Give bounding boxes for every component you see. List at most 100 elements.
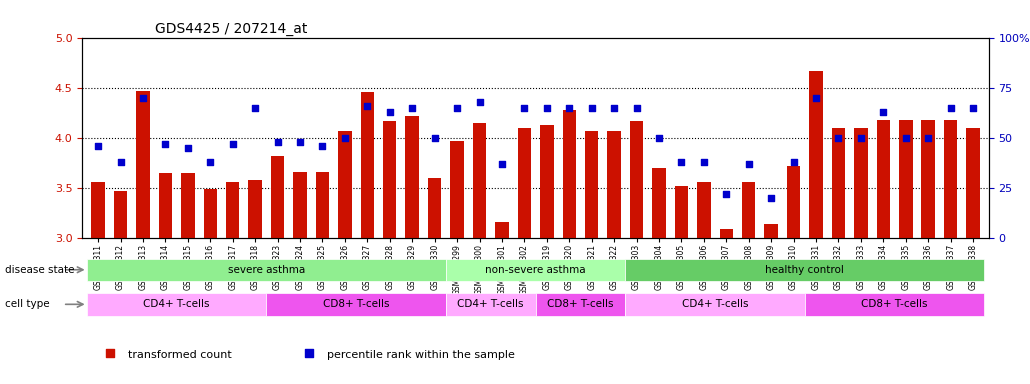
Text: CD8+ T-cells: CD8+ T-cells [322,299,389,310]
Bar [742,182,755,238]
FancyBboxPatch shape [87,293,267,316]
FancyBboxPatch shape [625,293,804,316]
Bar [427,178,442,238]
Text: CD8+ T-cells: CD8+ T-cells [861,299,928,310]
Text: severe asthma: severe asthma [228,265,305,275]
Bar [966,128,980,238]
Bar [473,123,486,238]
Point [516,105,533,111]
Text: CD4+ T-cells: CD4+ T-cells [682,299,749,310]
Point [830,135,847,141]
Bar [113,191,128,238]
Bar [92,182,105,238]
Bar [294,172,307,238]
Point [247,105,264,111]
Bar [181,173,195,238]
Bar [720,229,733,238]
Bar [608,131,621,238]
Text: transformed count: transformed count [128,350,232,360]
Point [853,135,869,141]
Bar [922,120,935,238]
Text: CD4+ T-cells: CD4+ T-cells [457,299,524,310]
Point [583,105,599,111]
FancyBboxPatch shape [267,293,446,316]
Point [202,159,218,165]
Bar [136,91,149,238]
Bar [204,189,217,238]
Text: CD4+ T-cells: CD4+ T-cells [143,299,210,310]
Point [965,105,982,111]
Point [628,105,645,111]
Point [763,195,780,201]
Bar [495,222,509,238]
Point [606,105,622,111]
Point [472,99,488,105]
Text: cell type: cell type [5,299,49,310]
Point [314,143,331,149]
Bar [159,173,172,238]
Bar [406,116,419,238]
Point [741,161,757,167]
Text: healthy control: healthy control [765,265,845,275]
Point [561,105,578,111]
Point [695,159,712,165]
Bar [629,121,644,238]
Bar [518,128,531,238]
Text: non-severe asthma: non-severe asthma [485,265,586,275]
Point [897,135,914,141]
Bar [585,131,598,238]
Point [270,139,286,145]
Point [426,135,443,141]
Point [920,135,936,141]
Point [158,141,174,147]
Point [225,141,241,147]
Text: CD8+ T-cells: CD8+ T-cells [547,299,614,310]
Bar [360,92,374,238]
Point [651,135,667,141]
Bar [271,156,284,238]
Bar [540,125,553,238]
FancyBboxPatch shape [446,293,536,316]
Bar [764,224,778,238]
Point [291,139,308,145]
Point [337,135,353,141]
Point [808,95,824,101]
FancyBboxPatch shape [625,258,985,281]
Point [775,103,791,109]
Bar [810,71,823,238]
Point [359,103,376,109]
Bar [248,180,262,238]
Bar [854,128,867,238]
Bar [652,168,665,238]
Text: GDS4425 / 207214_at: GDS4425 / 207214_at [154,22,307,36]
Point [493,161,510,167]
Text: percentile rank within the sample: percentile rank within the sample [328,350,515,360]
Point [381,109,398,115]
Point [404,105,420,111]
Point [785,159,801,165]
FancyBboxPatch shape [446,258,625,281]
Point [90,143,106,149]
Bar [226,182,239,238]
Point [135,95,151,101]
Point [674,159,690,165]
Point [942,105,959,111]
Bar [787,166,800,238]
FancyBboxPatch shape [87,258,446,281]
Point [449,105,466,111]
Bar [562,110,576,238]
Bar [899,120,913,238]
Point [539,105,555,111]
Bar [675,186,688,238]
Point [179,145,196,151]
FancyBboxPatch shape [536,293,625,316]
Bar [877,120,890,238]
Bar [316,172,330,238]
Bar [338,131,351,238]
Bar [383,121,397,238]
Bar [832,128,846,238]
Point [718,191,734,197]
Bar [697,182,711,238]
Bar [943,120,958,238]
Text: disease state: disease state [5,265,74,275]
